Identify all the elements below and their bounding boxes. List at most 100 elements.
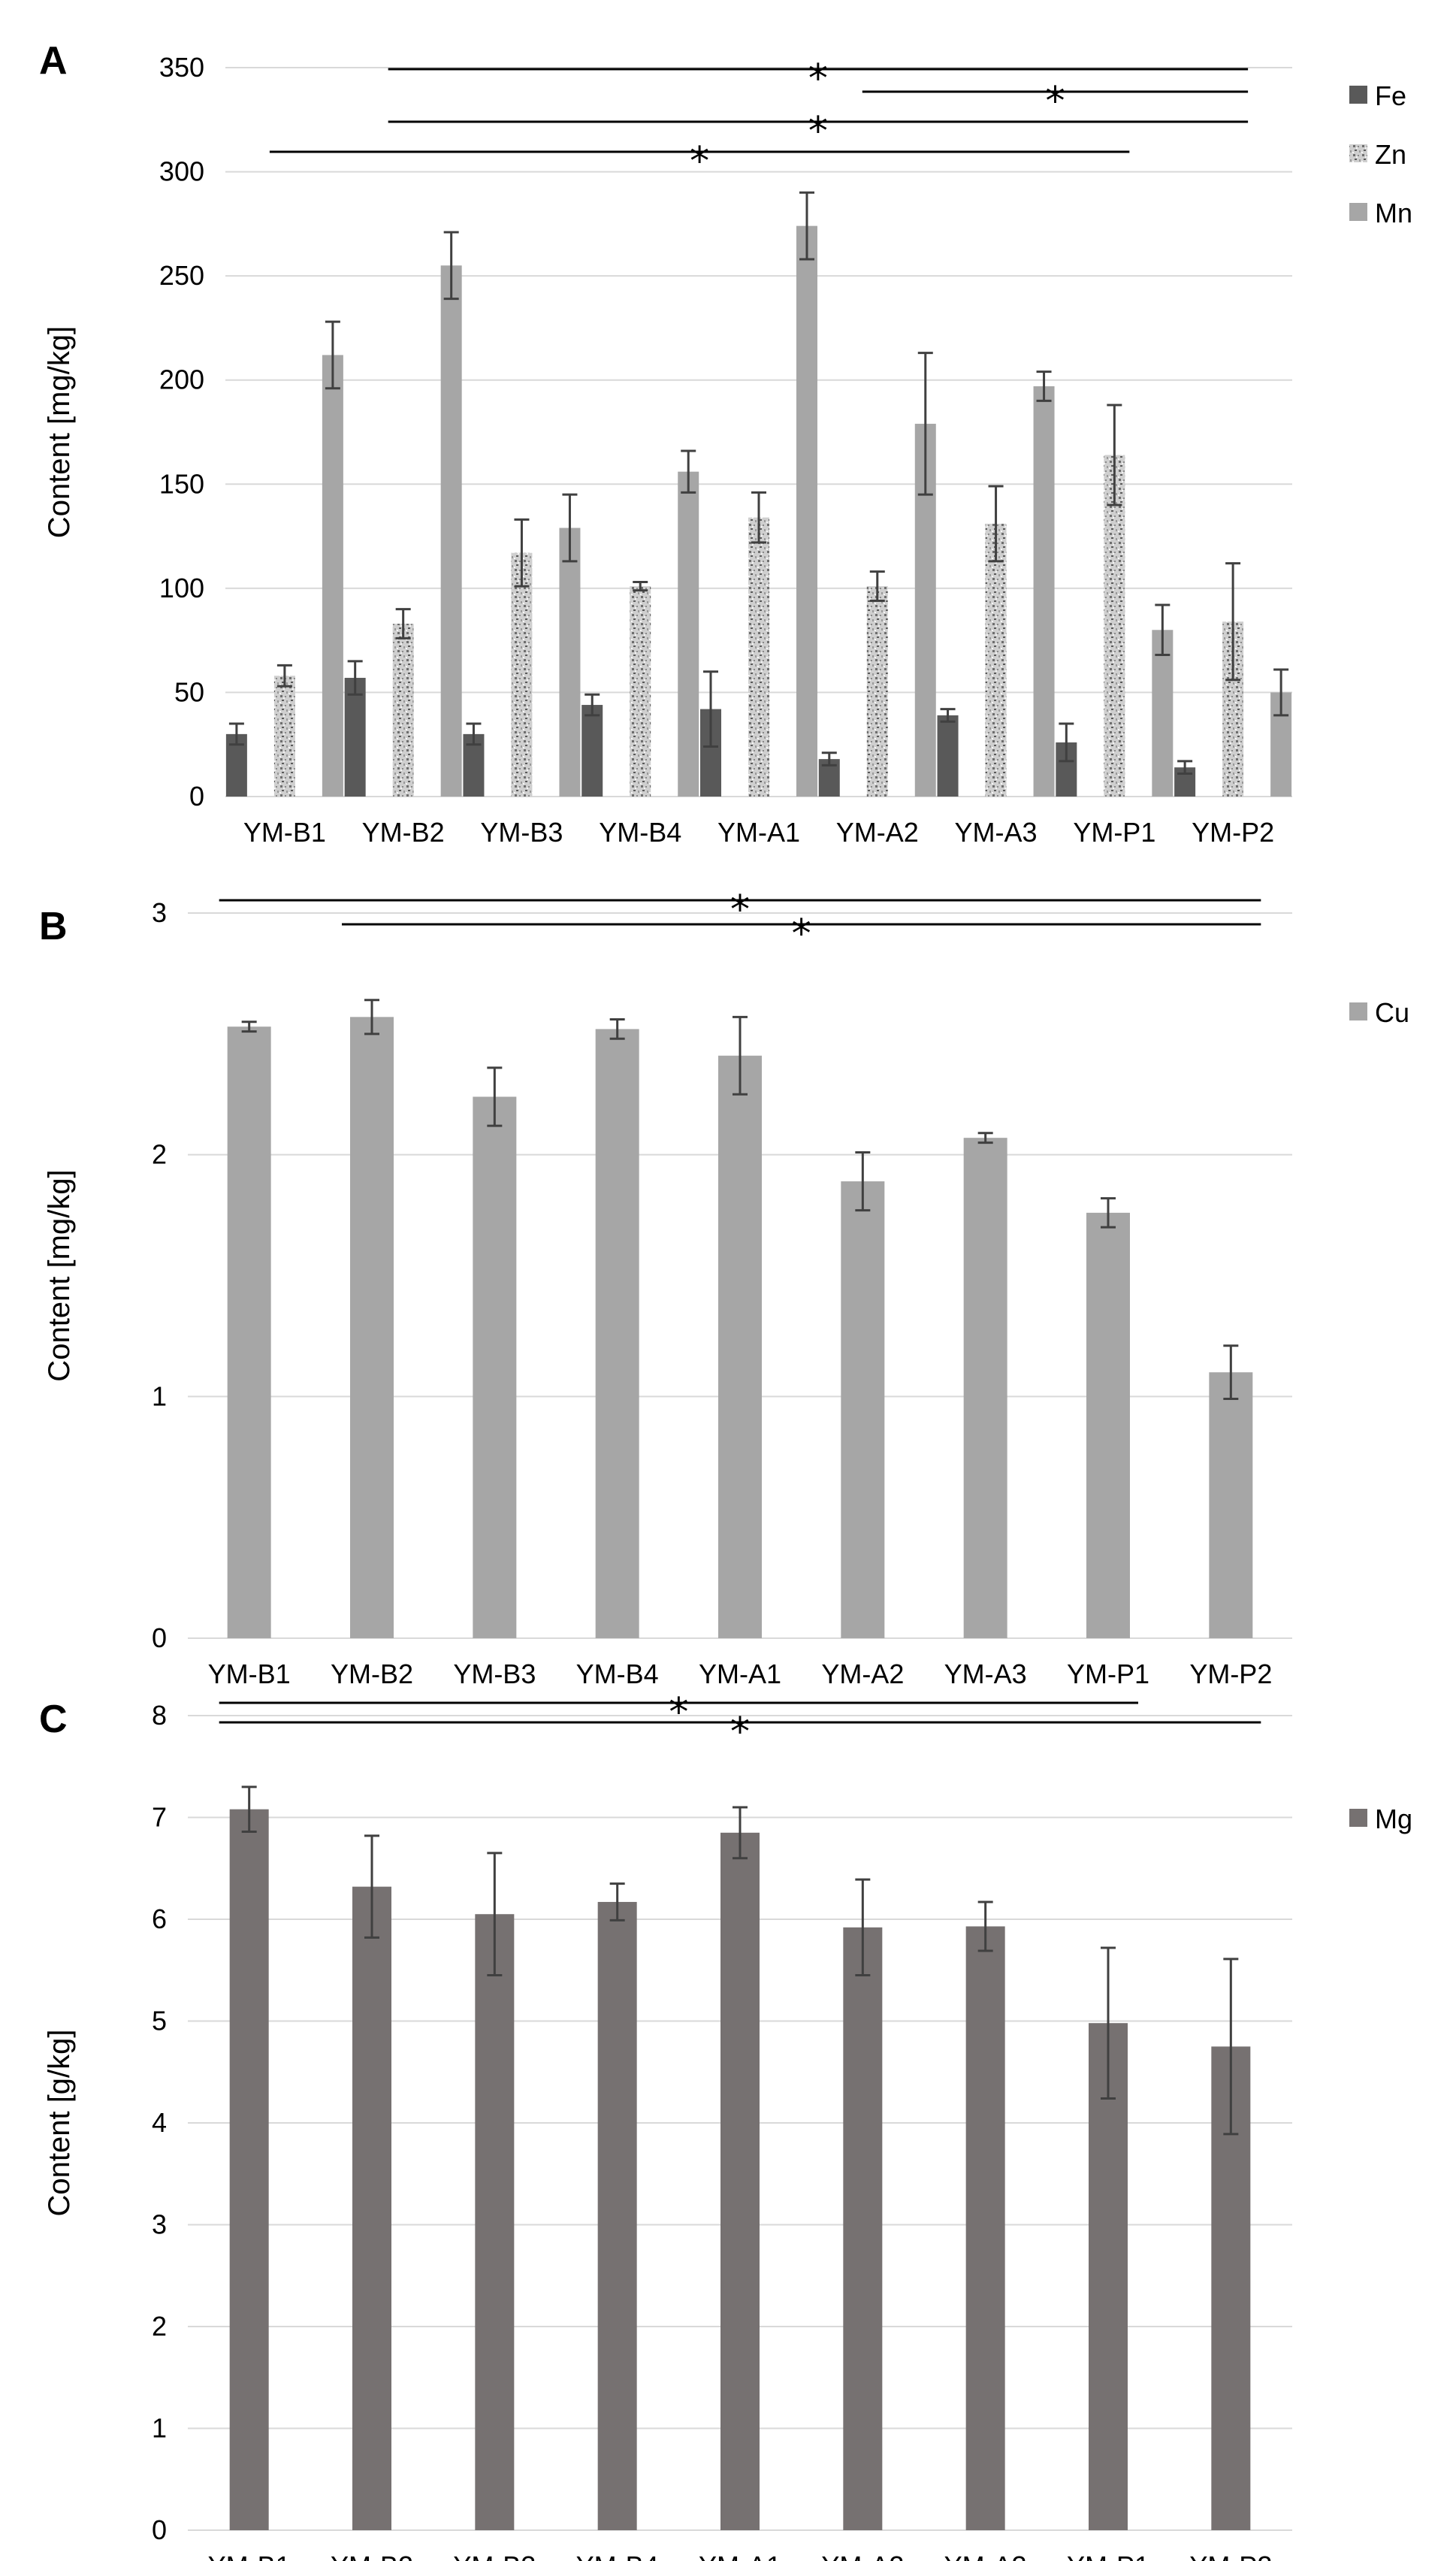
bar-zn bbox=[866, 586, 888, 797]
error-bar bbox=[364, 999, 379, 1036]
y-tick-label: 4 bbox=[152, 2107, 167, 2138]
bar-fe bbox=[344, 678, 366, 797]
bar-mn bbox=[1152, 630, 1174, 797]
error-bar bbox=[1107, 404, 1122, 506]
bar-fe bbox=[581, 705, 603, 797]
error-bar bbox=[514, 518, 530, 588]
bar-mn bbox=[1033, 386, 1055, 797]
x-tick-label: YM-B3 bbox=[480, 817, 563, 848]
bar-mn bbox=[678, 471, 699, 797]
y-tick-label: 350 bbox=[159, 52, 204, 83]
y-tick-label: 250 bbox=[159, 260, 204, 291]
bar-mg bbox=[1089, 2023, 1128, 2530]
error-bar bbox=[1223, 1344, 1239, 1401]
error-bar bbox=[241, 1785, 257, 1833]
bar-zn bbox=[748, 517, 769, 797]
x-tick-label: YM-P1 bbox=[1073, 817, 1155, 848]
significance-star: * bbox=[690, 139, 709, 184]
legend-label-fe: Fe bbox=[1375, 80, 1406, 111]
error-bar bbox=[1101, 1197, 1116, 1229]
error-bar bbox=[347, 660, 363, 696]
legend-swatch-fe bbox=[1349, 86, 1367, 104]
bar-mg bbox=[229, 1809, 269, 2530]
error-bar bbox=[1177, 760, 1193, 776]
x-tick-label: YM-A3 bbox=[944, 2550, 1027, 2561]
y-tick-label: 6 bbox=[152, 1903, 167, 1934]
error-bar bbox=[487, 1852, 503, 1977]
x-tick-label: YM-A3 bbox=[955, 817, 1038, 848]
error-bar bbox=[977, 1132, 993, 1144]
x-tick-label: YM-A3 bbox=[944, 1658, 1027, 1689]
x-tick-label: YM-A2 bbox=[836, 817, 919, 848]
significance-star: * bbox=[792, 912, 811, 957]
error-bar bbox=[443, 231, 459, 301]
bar-mn bbox=[440, 265, 462, 797]
bar-mn bbox=[559, 528, 581, 797]
error-bar bbox=[276, 664, 292, 688]
y-tick-label: 150 bbox=[159, 468, 204, 499]
error-bar bbox=[228, 722, 244, 746]
x-tick-label: YM-B2 bbox=[362, 817, 445, 848]
legend-label-zn: Zn bbox=[1375, 139, 1406, 170]
x-tick-label: YM-A2 bbox=[821, 2550, 904, 2561]
error-bar bbox=[585, 693, 600, 717]
bar-zn bbox=[630, 586, 651, 797]
bar-cu bbox=[963, 1138, 1007, 1638]
significance-star: * bbox=[669, 1690, 688, 1735]
x-tick-label: YM-B4 bbox=[599, 817, 681, 848]
legend-label-cu: Cu bbox=[1375, 997, 1409, 1028]
error-bar bbox=[1273, 668, 1289, 717]
bar-cu bbox=[841, 1181, 885, 1638]
y-tick-label: 0 bbox=[152, 2514, 167, 2545]
y-tick-label: 300 bbox=[159, 156, 204, 187]
error-bar bbox=[855, 1878, 871, 1977]
significance-star: * bbox=[730, 1710, 750, 1755]
y-tick-label: 1 bbox=[152, 2413, 167, 2444]
significance-star: * bbox=[730, 887, 750, 933]
legend-swatch-mn bbox=[1349, 203, 1367, 221]
bar-cu bbox=[595, 1029, 639, 1638]
error-bar bbox=[325, 320, 340, 390]
bar-zn bbox=[392, 623, 414, 797]
error-bar bbox=[395, 608, 411, 639]
y-tick-label: 50 bbox=[174, 676, 204, 707]
panel-c-chart: C 0 1 2 3 4 5 6 7 8 Content [g/kg] YM-B1 YM-B2 YM-B3… bbox=[39, 1690, 1412, 2561]
y-axis-label: Content [mg/kg] bbox=[43, 326, 76, 538]
y-tick-label: 7 bbox=[152, 1802, 167, 1833]
bar-mg bbox=[720, 1832, 760, 2530]
error-bar bbox=[1225, 562, 1241, 682]
error-bar bbox=[466, 722, 482, 746]
panel-c-letter: C bbox=[39, 1698, 68, 1741]
x-tick-label: YM-B1 bbox=[243, 817, 326, 848]
error-bar bbox=[799, 191, 814, 261]
bar-cu bbox=[1086, 1212, 1130, 1638]
bar-mg bbox=[843, 1927, 883, 2530]
bar-cu bbox=[718, 1055, 762, 1638]
x-tick-label: YM-A1 bbox=[699, 2550, 781, 2561]
bar-cu bbox=[473, 1096, 517, 1638]
x-tick-label: YM-B3 bbox=[453, 1658, 536, 1689]
x-tick-label: YM-B4 bbox=[576, 2550, 659, 2561]
x-tick-label: YM-A1 bbox=[699, 1658, 781, 1689]
panel-b-chart: B 0 1 2 3 Content [mg/kg] YM-B1 YM-B2 YM-B3 YM-B… bbox=[39, 887, 1409, 1689]
error-bar bbox=[1155, 603, 1171, 657]
bar-fe bbox=[937, 715, 959, 797]
x-tick-label: YM-B1 bbox=[208, 1658, 291, 1689]
error-bar bbox=[703, 670, 718, 748]
error-bar bbox=[855, 1150, 871, 1212]
error-bar bbox=[940, 708, 956, 723]
legend-swatch-mg bbox=[1349, 1809, 1367, 1827]
x-tick-label: YM-P2 bbox=[1189, 1658, 1272, 1689]
error-bar bbox=[988, 485, 1004, 563]
x-tick-label: YM-B2 bbox=[331, 1658, 413, 1689]
y-tick-label: 200 bbox=[159, 364, 204, 395]
bar-zn bbox=[511, 552, 533, 797]
x-tick-label: YM-P2 bbox=[1192, 817, 1274, 848]
y-tick-label: 8 bbox=[152, 1700, 167, 1731]
y-axis-label: Content [mg/kg] bbox=[43, 1169, 76, 1381]
y-tick-label: 3 bbox=[152, 2209, 167, 2240]
bar-zn bbox=[1104, 455, 1125, 797]
error-bar bbox=[733, 1015, 748, 1096]
y-tick-label: 3 bbox=[152, 897, 167, 928]
legend-label-mn: Mn bbox=[1375, 198, 1412, 228]
